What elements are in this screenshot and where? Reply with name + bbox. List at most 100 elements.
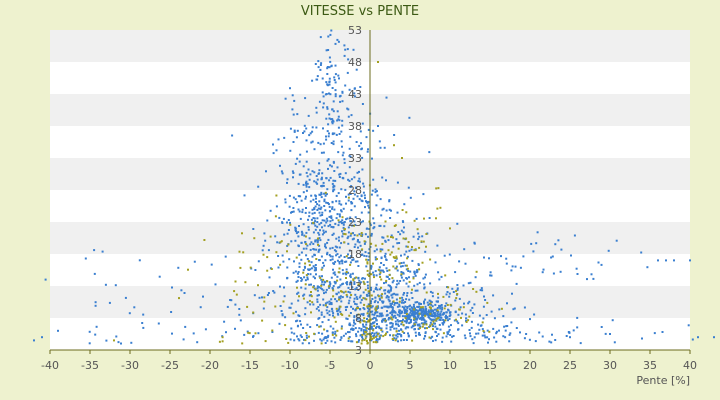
data-point [356, 313, 359, 316]
data-point [405, 298, 408, 301]
data-point [424, 276, 426, 279]
data-point [335, 194, 338, 197]
data-point [310, 291, 312, 293]
data-point [400, 301, 403, 304]
data-point [339, 305, 342, 308]
data-point [347, 196, 350, 199]
data-point [314, 224, 317, 227]
data-point [276, 241, 279, 244]
data-point [296, 129, 299, 132]
data-point [391, 324, 394, 327]
data-point [337, 309, 340, 312]
data-point [369, 304, 372, 307]
data-point [389, 305, 392, 308]
data-point [374, 191, 377, 194]
data-point [243, 194, 246, 197]
data-point [445, 311, 448, 314]
data-point [342, 221, 345, 224]
data-point [448, 253, 451, 256]
data-point [412, 276, 415, 279]
data-point [393, 144, 395, 147]
data-point [378, 297, 381, 300]
data-point [420, 240, 423, 243]
data-point [380, 327, 383, 330]
data-point [234, 327, 236, 330]
data-point [317, 250, 320, 253]
data-point [442, 295, 445, 298]
data-points [33, 29, 715, 345]
data-point [319, 143, 322, 146]
data-point [317, 60, 320, 63]
data-point [239, 319, 242, 322]
data-point [275, 194, 278, 197]
data-point [431, 295, 434, 298]
data-point [318, 259, 321, 262]
data-point [313, 266, 316, 269]
data-point [347, 115, 350, 118]
data-point [532, 250, 535, 253]
data-point [290, 211, 292, 214]
data-point [285, 338, 288, 340]
data-point [305, 247, 308, 250]
data-point [388, 299, 391, 302]
data-point [363, 297, 366, 300]
data-point [363, 194, 366, 197]
data-point [396, 279, 399, 282]
data-point [360, 142, 362, 145]
data-point [357, 340, 360, 343]
data-point [469, 281, 472, 284]
data-point [328, 286, 331, 289]
data-point [366, 327, 368, 330]
data-point [311, 130, 314, 133]
data-point [308, 134, 311, 137]
data-point [312, 286, 315, 289]
data-point [359, 244, 362, 247]
data-point [292, 172, 295, 174]
data-point [378, 224, 381, 227]
data-point [327, 158, 330, 161]
data-point [261, 296, 263, 299]
data-point [416, 270, 419, 273]
data-point [296, 286, 298, 289]
data-point [352, 278, 355, 281]
data-point [384, 320, 387, 323]
data-point [332, 140, 335, 143]
data-point [279, 285, 281, 288]
data-point [375, 190, 378, 193]
data-point [275, 149, 278, 152]
data-point [302, 297, 305, 300]
data-point [386, 269, 389, 272]
data-point [379, 298, 382, 301]
data-point [329, 164, 332, 167]
data-point [386, 306, 389, 309]
data-point [325, 117, 328, 120]
data-point [483, 256, 485, 259]
data-point [326, 67, 329, 70]
x-tick-label: -5 [325, 359, 336, 372]
data-point [315, 78, 318, 81]
data-point [437, 292, 439, 295]
data-point [317, 294, 320, 297]
data-point [500, 307, 503, 310]
data-point [441, 322, 444, 325]
data-point [379, 271, 382, 274]
data-point [473, 242, 476, 245]
data-point [455, 290, 458, 293]
data-point [325, 138, 328, 141]
data-point [398, 329, 400, 332]
data-point [399, 233, 402, 236]
data-point [418, 268, 421, 271]
data-point [339, 339, 342, 341]
data-point [428, 217, 431, 219]
data-point [289, 338, 292, 341]
data-point [269, 235, 272, 238]
data-point [515, 282, 518, 285]
data-point [461, 312, 464, 315]
data-point [375, 341, 378, 344]
data-point [305, 254, 308, 257]
data-point [417, 238, 420, 241]
data-point [397, 282, 400, 285]
data-point [386, 295, 389, 297]
data-point [332, 184, 335, 187]
data-point [429, 325, 432, 328]
